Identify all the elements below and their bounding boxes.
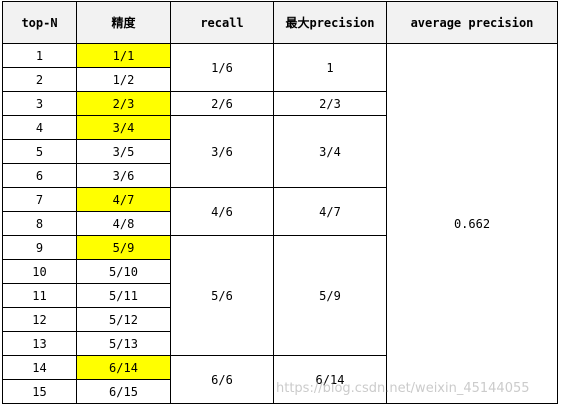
max-precision-cell: 3/4	[273, 115, 387, 188]
header-recall: recall	[170, 1, 274, 44]
header-row: top-N 精度 recall 最大precision average prec…	[2, 1, 558, 44]
precision-cell: 5/11	[76, 283, 171, 308]
recall-cell: 4/6	[170, 187, 274, 236]
max-precision-cell: 2/3	[273, 91, 387, 116]
precision-recall-table: top-N 精度 recall 最大precision average prec…	[2, 1, 558, 404]
recall-cell: 5/6	[170, 235, 274, 356]
topn-cell: 1	[2, 43, 77, 68]
header-precision: 精度	[76, 1, 171, 44]
table-row: 6 3/6	[2, 163, 558, 188]
precision-cell: 1/1	[76, 43, 171, 68]
recall-cell: 1/6	[170, 43, 274, 92]
table-row: 3 2/3 2/6 2/3	[2, 91, 558, 116]
precision-cell: 3/5	[76, 139, 171, 164]
max-precision-cell: 5/9	[273, 235, 387, 356]
precision-cell: 5/10	[76, 259, 171, 284]
topn-cell: 4	[2, 115, 77, 140]
table-row: 7 4/7 4/6 4/7	[2, 187, 558, 236]
max-precision-cell: 1	[273, 43, 387, 92]
topn-cell: 6	[2, 163, 77, 188]
precision-cell: 6/14	[76, 355, 171, 380]
header-average-precision: average precision	[386, 1, 558, 44]
precision-cell: 4/7	[76, 187, 171, 212]
max-precision-cell: 6/14	[273, 355, 387, 404]
header-max-precision: 最大precision	[273, 1, 387, 44]
max-precision-cell: 4/7	[273, 187, 387, 236]
table-row: 11 5/11	[2, 283, 558, 308]
precision-cell: 5/9	[76, 235, 171, 260]
precision-cell: 6/15	[76, 379, 171, 404]
topn-cell: 10	[2, 259, 77, 284]
topn-cell: 11	[2, 283, 77, 308]
topn-cell: 13	[2, 331, 77, 356]
table-row: 5 3/5	[2, 139, 558, 164]
topn-cell: 5	[2, 139, 77, 164]
table-row: 12 5/12	[2, 307, 558, 332]
topn-cell: 7	[2, 187, 77, 212]
precision-cell: 5/12	[76, 307, 171, 332]
topn-cell: 12	[2, 307, 77, 332]
topn-cell: 8	[2, 211, 77, 236]
topn-cell: 14	[2, 355, 77, 380]
table-row: 8 4/8	[2, 211, 558, 236]
precision-cell: 4/8	[76, 211, 171, 236]
precision-cell: 5/13	[76, 331, 171, 356]
table-row: 10 5/10	[2, 259, 558, 284]
topn-cell: 3	[2, 91, 77, 116]
topn-cell: 15	[2, 379, 77, 404]
table-row: 1 1/1 1/6 1 0.662	[2, 43, 558, 404]
average-precision-cell: 0.662	[386, 43, 558, 404]
header-topn: top-N	[2, 1, 77, 44]
topn-cell: 2	[2, 67, 77, 92]
topn-cell: 9	[2, 235, 77, 260]
table-row: 4 3/4 3/6 3/4	[2, 115, 558, 188]
precision-cell: 3/4	[76, 115, 171, 140]
table-row: 14 6/14 6/6 6/14	[2, 355, 558, 404]
table-row: 15 6/15	[2, 379, 558, 404]
table-row: 9 5/9 5/6 5/9	[2, 235, 558, 356]
recall-cell: 3/6	[170, 115, 274, 188]
precision-cell: 2/3	[76, 91, 171, 116]
precision-cell: 3/6	[76, 163, 171, 188]
recall-cell: 6/6	[170, 355, 274, 404]
precision-cell: 1/2	[76, 67, 171, 92]
recall-cell: 2/6	[170, 91, 274, 116]
